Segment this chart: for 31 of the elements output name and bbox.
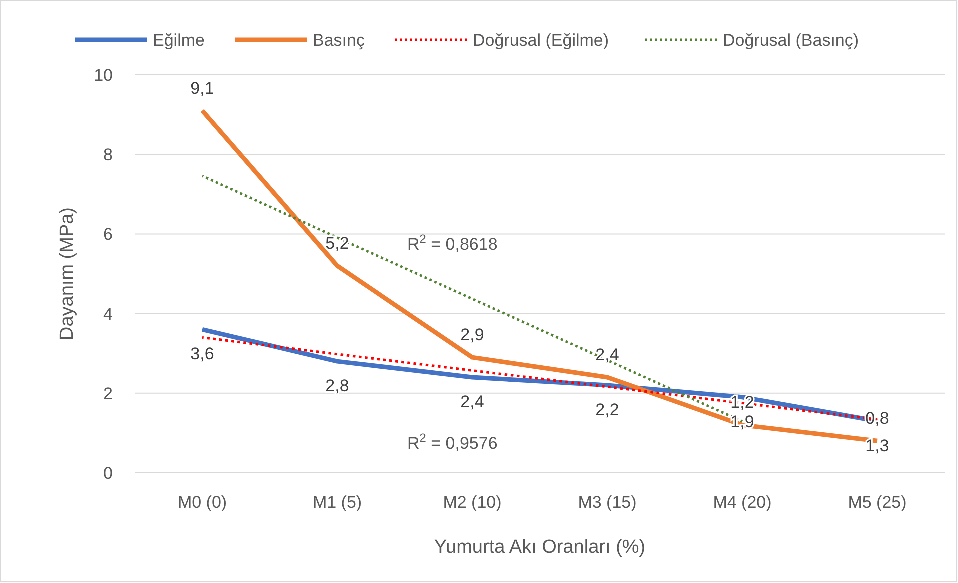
x-tick-label: M0 (0) <box>178 493 228 512</box>
x-tick-label: M1 (5) <box>312 493 362 512</box>
data-label: 3,6 <box>190 344 214 364</box>
x-tick-label: M4 (20) <box>713 493 772 512</box>
y-tick-label: 4 <box>104 304 113 324</box>
annotation: R$^{2}$ = 0,9576 <box>408 431 498 454</box>
data-label: 2,8 <box>326 376 350 396</box>
x-tick-label: M5 (25) <box>848 493 907 512</box>
data-label: 1,9 <box>730 412 754 432</box>
x-axis-title: Yumurta Akı Oranları (%) <box>434 537 646 558</box>
data-label: 5,2 <box>326 234 350 254</box>
y-axis-title: Dayanım (MPa) <box>57 207 78 341</box>
legend-label: Eğilme <box>153 30 205 50</box>
legend-label: Basınç <box>313 30 366 50</box>
data-label: 2,4 <box>460 392 484 412</box>
data-label: 2,4 <box>596 345 620 364</box>
data-label: 0,8 <box>866 409 890 428</box>
y-tick-label: 6 <box>104 225 113 244</box>
annotation: R$^{2}$ = 0,8618 <box>408 232 498 254</box>
y-tick-label: 10 <box>94 66 113 85</box>
legend-label: Doğrusal (Eğilme) <box>473 30 610 50</box>
data-label: 9,1 <box>190 78 214 98</box>
data-label: 2,9 <box>460 326 484 345</box>
y-tick-label: 0 <box>104 464 113 483</box>
data-label: 2,2 <box>596 400 620 420</box>
data-label: 1,3 <box>866 436 890 456</box>
legend-label: Doğrusal (Basınç) <box>723 30 860 50</box>
x-tick-label: M2 (10) <box>443 493 502 512</box>
y-tick-label: 2 <box>104 384 113 404</box>
y-tick-label: 8 <box>104 146 113 165</box>
x-tick-label: M3 (15) <box>578 493 637 512</box>
